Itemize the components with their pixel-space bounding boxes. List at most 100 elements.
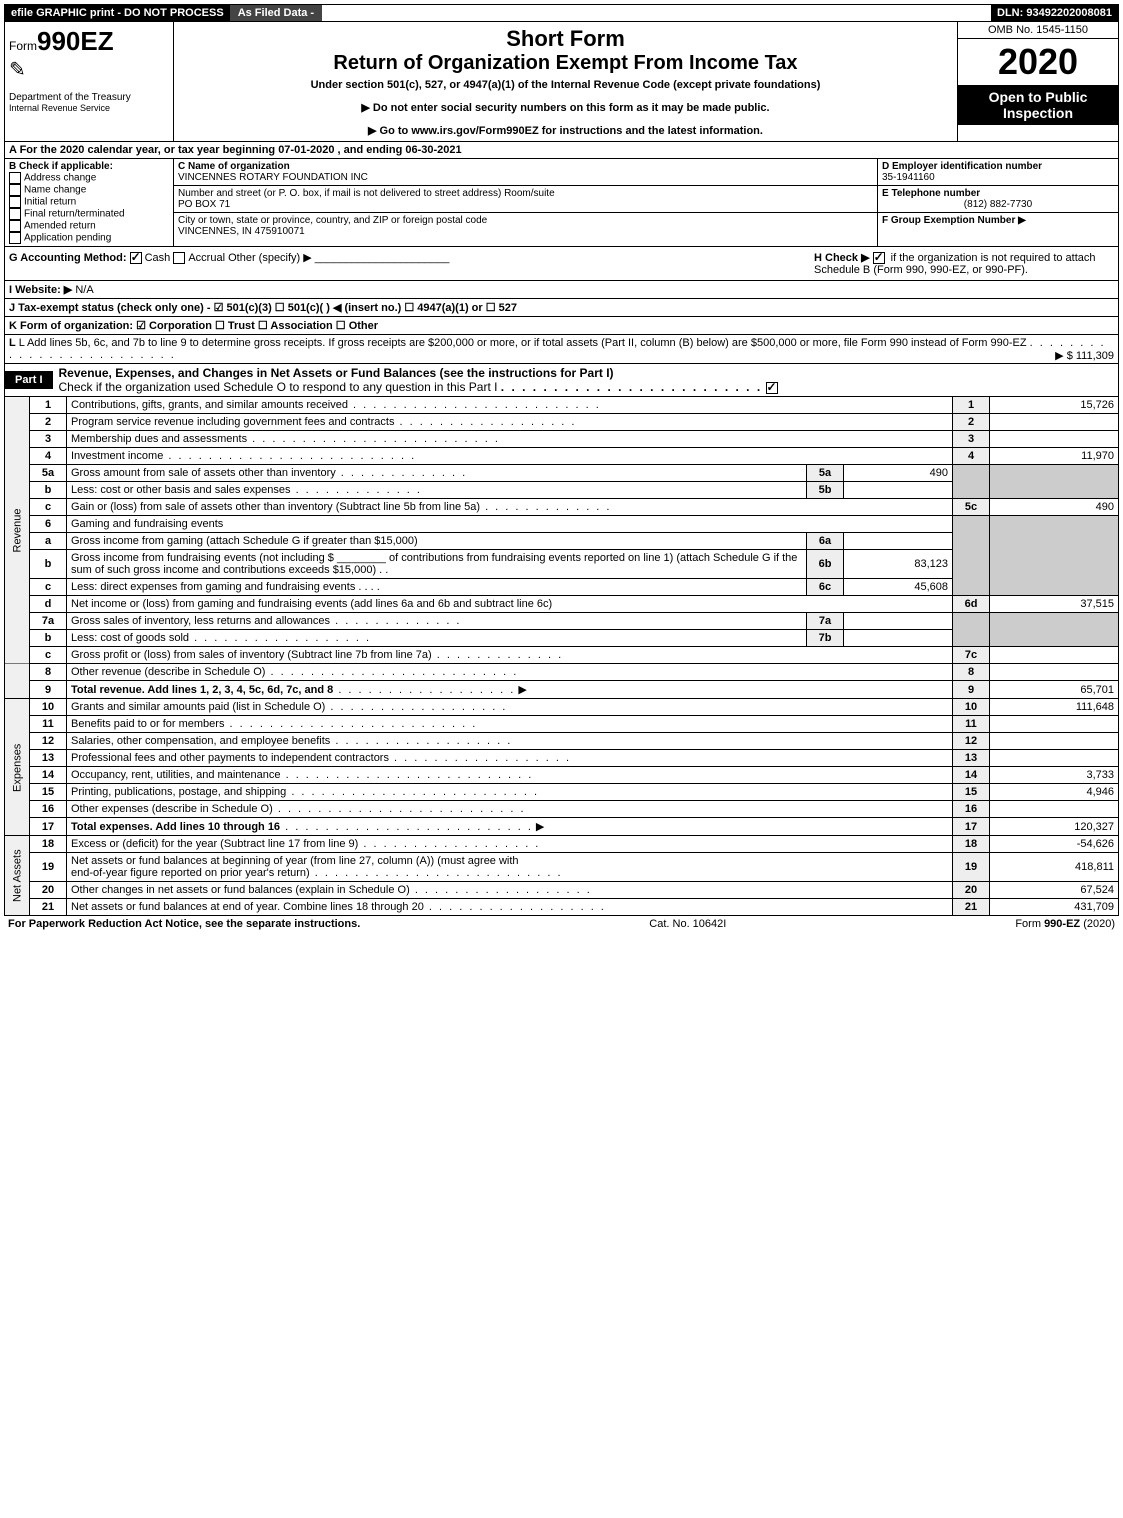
part1-header: Part I Revenue, Expenses, and Changes in… bbox=[4, 364, 1119, 397]
table-row: 20 Other changes in net assets or fund b… bbox=[5, 882, 1119, 899]
c-name-block: C Name of organization VINCENNES ROTARY … bbox=[174, 159, 877, 186]
col-b: B Check if applicable: Address change Na… bbox=[5, 159, 174, 246]
line-k: K Form of organization: ☑ Corporation ☐ … bbox=[4, 317, 1119, 335]
dept-label: Department of the Treasury bbox=[9, 92, 169, 103]
website: N/A bbox=[75, 284, 93, 296]
instr-link: ▶ Go to www.irs.gov/Form990EZ for instru… bbox=[182, 124, 949, 137]
org-city: VINCENNES, IN 475910071 bbox=[178, 226, 305, 237]
h-label: H Check ▶ bbox=[814, 252, 870, 264]
table-row: 12 Salaries, other compensation, and emp… bbox=[5, 733, 1119, 750]
table-row: 14 Occupancy, rent, utilities, and maint… bbox=[5, 767, 1119, 784]
g-block: G Accounting Method: Cash Accrual Other … bbox=[9, 251, 814, 276]
table-row: 17 Total expenses. Add lines 10 through … bbox=[5, 818, 1119, 836]
checkbox-icon[interactable] bbox=[9, 184, 21, 196]
table-row: Revenue 1 Contributions, gifts, grants, … bbox=[5, 397, 1119, 414]
checkbox-icon[interactable] bbox=[9, 208, 21, 220]
form-990ez: 990EZ bbox=[37, 26, 114, 56]
subtitle: Under section 501(c), 527, or 4947(a)(1)… bbox=[182, 79, 949, 91]
chk-name: Name change bbox=[9, 184, 169, 196]
phone: (812) 882-7730 bbox=[882, 199, 1114, 210]
org-addr: PO BOX 71 bbox=[178, 199, 230, 210]
table-row: 11 Benefits paid to or for members 11 bbox=[5, 716, 1119, 733]
header-left: Form990EZ ✎ Department of the Treasury I… bbox=[5, 22, 174, 141]
line-l: L L Add lines 5b, 6c, and 7b to line 9 t… bbox=[4, 335, 1119, 364]
checkbox-icon[interactable] bbox=[9, 220, 21, 232]
line-a: A For the 2020 calendar year, or tax yea… bbox=[4, 142, 1119, 159]
c-addr-block: Number and street (or P. O. box, if mail… bbox=[174, 186, 877, 213]
part1-table: Revenue 1 Contributions, gifts, grants, … bbox=[4, 397, 1119, 916]
netassets-side: Net Assets bbox=[5, 836, 30, 916]
part1-title: Revenue, Expenses, and Changes in Net As… bbox=[53, 364, 787, 396]
b-title: B Check if applicable: bbox=[9, 161, 169, 172]
header-center: Short Form Return of Organization Exempt… bbox=[174, 22, 957, 141]
omb-number: OMB No. 1545-1150 bbox=[958, 22, 1118, 39]
footer-right: Form 990-EZ (2020) bbox=[1015, 918, 1115, 930]
irs-label: Internal Revenue Service bbox=[9, 103, 169, 113]
revenue-side: Revenue bbox=[5, 397, 30, 664]
tax-year: 2020 bbox=[958, 39, 1118, 85]
c-addr-label: Number and street (or P. O. box, if mail… bbox=[178, 188, 555, 199]
c-name-label: C Name of organization bbox=[178, 161, 290, 172]
open-public: Open to Public Inspection bbox=[958, 85, 1118, 125]
i-label: I Website: ▶ bbox=[9, 284, 72, 296]
table-row: 2 Program service revenue including gove… bbox=[5, 414, 1119, 431]
checkbox-icon[interactable] bbox=[9, 196, 21, 208]
form-prefix: Form bbox=[9, 39, 37, 53]
c-city-block: City or town, state or province, country… bbox=[174, 213, 877, 239]
table-row: b Less: cost or other basis and sales ex… bbox=[5, 482, 1119, 499]
checkbox-icon[interactable] bbox=[873, 252, 885, 264]
table-row: 4 Investment income 4 11,970 bbox=[5, 448, 1119, 465]
table-row: c Gain or (loss) from sale of assets oth… bbox=[5, 499, 1119, 516]
header-right: OMB No. 1545-1150 2020 Open to Public In… bbox=[957, 22, 1118, 141]
table-row: Net Assets 18 Excess or (deficit) for th… bbox=[5, 836, 1119, 853]
chk-address: Address change bbox=[9, 172, 169, 184]
g-label: G Accounting Method: bbox=[9, 252, 127, 264]
l-val: ▶ $ 111,309 bbox=[1055, 349, 1114, 362]
table-row: 15 Printing, publications, postage, and … bbox=[5, 784, 1119, 801]
checkbox-icon[interactable] bbox=[9, 232, 21, 244]
chk-pending: Application pending bbox=[9, 232, 169, 244]
expenses-side: Expenses bbox=[5, 699, 30, 836]
ein: 35-1941160 bbox=[882, 172, 935, 183]
line-j: J Tax-exempt status (check only one) - ☑… bbox=[4, 299, 1119, 317]
l-text: L Add lines 5b, 6c, and 7b to line 9 to … bbox=[19, 337, 1027, 349]
table-row: d Net income or (loss) from gaming and f… bbox=[5, 596, 1119, 613]
org-name: VINCENNES ROTARY FOUNDATION INC bbox=[178, 172, 368, 183]
dln-label: DLN: 93492202008081 bbox=[991, 5, 1118, 21]
as-filed-label: As Filed Data - bbox=[230, 5, 322, 21]
table-row: b Gross income from fundraising events (… bbox=[5, 550, 1119, 579]
table-row: 8 Other revenue (describe in Schedule O)… bbox=[5, 664, 1119, 681]
table-row: 19 Net assets or fund balances at beginn… bbox=[5, 853, 1119, 882]
line-i: I Website: ▶ N/A bbox=[4, 281, 1119, 299]
footer-mid: Cat. No. 10642I bbox=[649, 918, 726, 930]
e-block: E Telephone number (812) 882-7730 bbox=[878, 186, 1118, 213]
return-title: Return of Organization Exempt From Incom… bbox=[182, 52, 949, 75]
checkbox-icon[interactable] bbox=[130, 252, 142, 264]
table-row: 7a Gross sales of inventory, less return… bbox=[5, 613, 1119, 630]
table-row: 16 Other expenses (describe in Schedule … bbox=[5, 801, 1119, 818]
c-city-label: City or town, state or province, country… bbox=[178, 215, 487, 226]
table-row: 13 Professional fees and other payments … bbox=[5, 750, 1119, 767]
d-block: D Employer identification number 35-1941… bbox=[878, 159, 1118, 186]
checkbox-icon[interactable] bbox=[173, 252, 185, 264]
col-c: C Name of organization VINCENNES ROTARY … bbox=[174, 159, 877, 246]
chk-initial: Initial return bbox=[9, 196, 169, 208]
table-row: 9 Total revenue. Add lines 1, 2, 3, 4, 5… bbox=[5, 681, 1119, 699]
part1-check: Check if the organization used Schedule … bbox=[59, 380, 498, 394]
seal-icon: ✎ bbox=[9, 57, 169, 82]
f-label: F Group Exemption Number ▶ bbox=[882, 215, 1026, 226]
table-row: 21 Net assets or fund balances at end of… bbox=[5, 899, 1119, 916]
table-row: b Less: cost of goods sold 7b bbox=[5, 630, 1119, 647]
footer: For Paperwork Reduction Act Notice, see … bbox=[4, 916, 1119, 932]
footer-left: For Paperwork Reduction Act Notice, see … bbox=[8, 918, 360, 930]
e-label: E Telephone number bbox=[882, 188, 980, 199]
table-row: 3 Membership dues and assessments 3 bbox=[5, 431, 1119, 448]
table-row: 6 Gaming and fundraising events bbox=[5, 516, 1119, 533]
checkbox-icon[interactable] bbox=[9, 172, 21, 184]
part1-label: Part I bbox=[5, 371, 53, 389]
f-block: F Group Exemption Number ▶ bbox=[878, 213, 1118, 228]
h-block: H Check ▶ if the organization is not req… bbox=[814, 251, 1114, 276]
d-label: D Employer identification number bbox=[882, 161, 1042, 172]
checkbox-icon[interactable] bbox=[766, 382, 778, 394]
table-row: c Gross profit or (loss) from sales of i… bbox=[5, 647, 1119, 664]
